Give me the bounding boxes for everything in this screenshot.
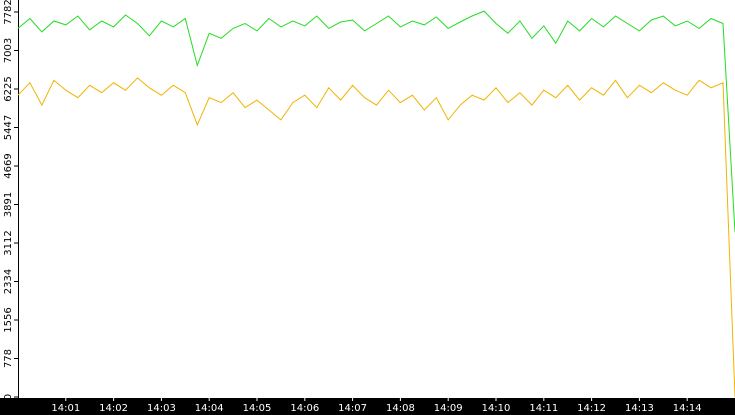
y-tick-label: 3891 <box>3 192 14 217</box>
x-tick-label: 14:10 <box>482 403 511 414</box>
x-tick-label: 14:01 <box>51 403 80 414</box>
x-tick-label: 14:14 <box>673 403 702 414</box>
x-axis-bar <box>0 398 735 415</box>
x-tick-label: 14:07 <box>338 403 367 414</box>
x-tick-label: 14:05 <box>243 403 272 414</box>
y-tick-label: 4669 <box>3 153 14 178</box>
y-tick-label: 0 <box>3 394 14 400</box>
series-line <box>17 10 735 233</box>
y-tick-label: 7003 <box>3 38 14 63</box>
y-tick-label: 3112 <box>3 230 14 255</box>
y-tick-label: 7782 <box>3 0 14 25</box>
x-tick-label: 14:13 <box>625 403 654 414</box>
y-tick-label: 6225 <box>3 76 14 101</box>
x-tick-label: 14:11 <box>529 403 558 414</box>
x-tick-label: 14:06 <box>290 403 319 414</box>
y-tick-label: 2334 <box>3 269 14 294</box>
x-tick-label: 14:08 <box>386 403 415 414</box>
y-tick-label: 778 <box>3 349 14 368</box>
x-tick-label: 14:03 <box>147 403 176 414</box>
series-line <box>17 77 735 398</box>
x-tick-label: 14:04 <box>195 403 224 414</box>
y-tick-label: 1556 <box>3 307 14 332</box>
y-tick-label: 5447 <box>3 115 14 140</box>
x-tick-label: 14:02 <box>99 403 128 414</box>
x-tick-label: 14:09 <box>434 403 463 414</box>
x-tick-label: 14:12 <box>577 403 606 414</box>
